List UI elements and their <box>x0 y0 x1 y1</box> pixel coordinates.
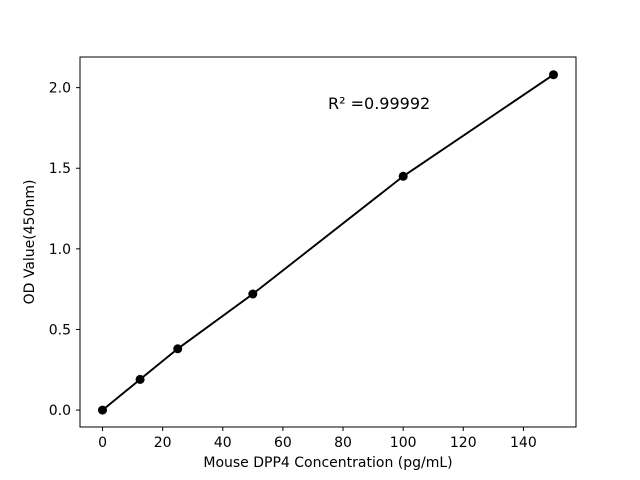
standard-curve-line <box>101 73 555 412</box>
data-point-marker <box>549 70 558 80</box>
x-tick-label: 60 <box>274 435 292 451</box>
x-tick-label: 140 <box>510 435 537 451</box>
x-tick-label: 20 <box>154 435 172 451</box>
data-point-marker <box>398 171 408 181</box>
y-axis-ticks: 0.0 0.5 1.0 1.5 2.0 <box>49 81 80 419</box>
data-point-marker <box>98 405 107 415</box>
y-axis-title: OD Value(450nm) <box>22 180 38 305</box>
x-tick-label: 100 <box>390 435 417 451</box>
data-point-marker <box>173 344 183 354</box>
x-tick-label: 40 <box>214 435 232 451</box>
y-tick-label: 1.5 <box>49 161 71 177</box>
y-tick-label: 0.5 <box>49 322 71 338</box>
x-tick-label: 0 <box>98 435 107 451</box>
x-tick-label: 120 <box>450 435 477 451</box>
y-tick-label: 0.0 <box>49 403 71 419</box>
x-tick-label: 80 <box>334 435 352 451</box>
r-squared-annotation: R² =0.99992 <box>328 94 430 113</box>
y-tick-label: 2.0 <box>49 81 71 97</box>
x-axis-title: Mouse DPP4 Concentration (pg/mL) <box>203 455 452 471</box>
plot-area-frame <box>79 56 577 428</box>
data-point-marker <box>248 289 258 299</box>
data-point-marker <box>135 374 145 384</box>
y-tick-label: 1.0 <box>49 242 71 258</box>
data-series <box>98 70 558 415</box>
x-axis-ticks: 0 20 40 60 80 100 120 140 <box>98 427 537 451</box>
